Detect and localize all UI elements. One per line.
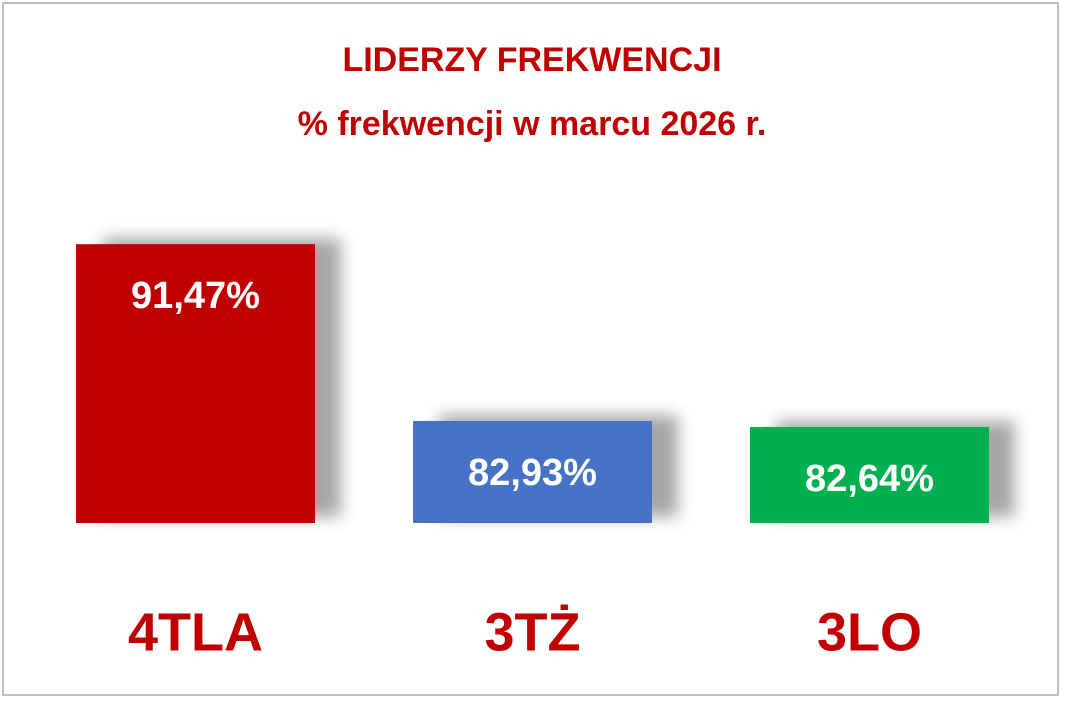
value-label: 82,93%	[468, 452, 597, 494]
x-tick-label: 3LO	[817, 602, 922, 662]
value-label: 82,64%	[805, 458, 934, 500]
x-tick-label: 4TLA	[128, 602, 263, 662]
x-tick-label: 3TŻ	[484, 602, 580, 662]
chart-subtitle: % frekwencji w marcu 2026 r.	[298, 105, 767, 143]
bar	[750, 426, 989, 523]
chart-title: LIDERZY FREKWENCJI	[342, 41, 721, 79]
value-label: 91,47%	[131, 275, 260, 317]
bar	[76, 244, 315, 523]
bar	[413, 420, 652, 523]
